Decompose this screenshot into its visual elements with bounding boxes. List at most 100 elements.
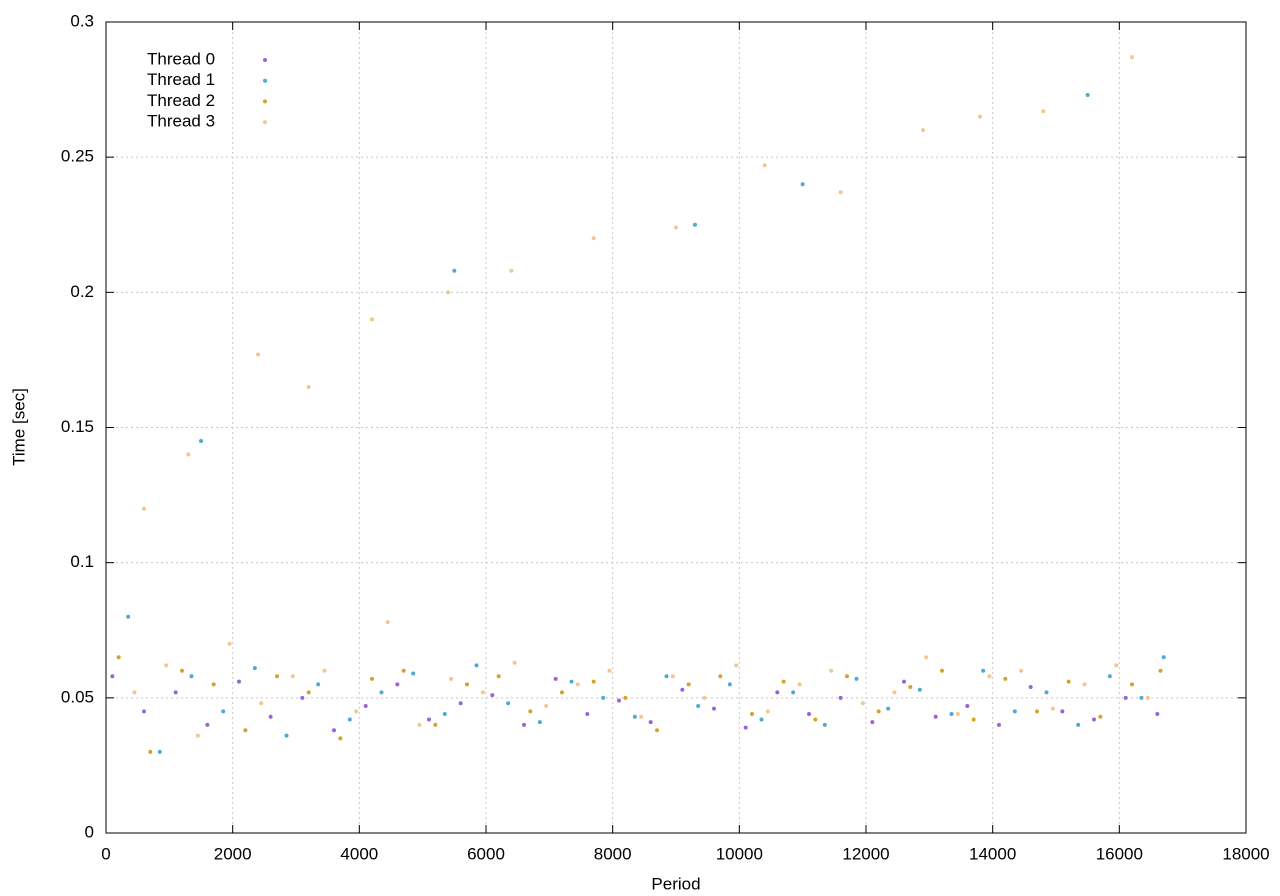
data-point <box>1161 655 1166 660</box>
data-point <box>1012 709 1017 714</box>
data-point <box>164 663 169 668</box>
data-point <box>702 695 707 700</box>
legend-marker <box>263 99 267 104</box>
data-point <box>845 674 849 679</box>
data-point <box>332 728 336 733</box>
data-point <box>126 614 131 619</box>
data-point <box>379 690 384 695</box>
data-point <box>256 352 260 357</box>
legend-label: Thread 0 <box>147 49 215 68</box>
data-point <box>813 717 818 722</box>
data-point <box>807 712 811 717</box>
data-point <box>940 668 944 673</box>
data-point <box>829 668 834 673</box>
data-point <box>363 703 368 708</box>
data-point <box>670 674 675 679</box>
data-point <box>734 663 739 668</box>
data-point <box>775 690 780 695</box>
data-point <box>401 668 406 673</box>
data-point <box>252 666 257 671</box>
data-point <box>759 717 764 722</box>
data-point <box>997 722 1001 727</box>
data-point <box>781 679 786 684</box>
data-point <box>284 733 289 738</box>
data-point <box>575 682 580 687</box>
x-tick-label: 10000 <box>716 844 763 863</box>
x-axis-label: Period <box>651 874 700 893</box>
x-tick-label: 2000 <box>214 844 252 863</box>
data-point <box>1130 682 1134 687</box>
data-point <box>199 439 203 444</box>
data-point <box>797 682 802 687</box>
data-point <box>876 709 881 714</box>
data-point <box>370 676 374 681</box>
data-point <box>680 687 685 692</box>
data-point <box>427 717 431 722</box>
legend-label: Thread 3 <box>147 112 215 131</box>
data-point <box>173 690 178 695</box>
y-tick-label: 0.05 <box>61 687 94 706</box>
x-tick-label: 12000 <box>842 844 889 863</box>
data-point <box>347 717 352 722</box>
data-point <box>370 317 374 322</box>
data-point <box>354 709 359 714</box>
data-point <box>300 695 305 700</box>
data-point <box>537 720 542 725</box>
data-point <box>1114 663 1119 668</box>
data-point <box>385 620 390 625</box>
data-point <box>607 668 612 673</box>
data-point <box>452 268 457 273</box>
data-point <box>316 682 321 687</box>
data-point <box>1028 685 1033 690</box>
x-tick-label: 8000 <box>594 844 632 863</box>
data-point <box>908 685 913 690</box>
data-point <box>987 674 992 679</box>
data-point <box>1158 668 1163 673</box>
data-point <box>306 690 311 695</box>
y-tick-label: 0.2 <box>70 282 94 301</box>
data-point <box>585 712 590 717</box>
data-point <box>822 722 827 727</box>
data-point <box>1145 695 1150 700</box>
data-point <box>623 695 628 700</box>
data-point <box>648 720 653 725</box>
data-point <box>674 225 678 230</box>
data-point <box>496 674 501 679</box>
data-point <box>664 674 669 679</box>
data-point <box>632 714 637 719</box>
data-point <box>189 674 194 679</box>
data-point <box>157 749 162 754</box>
data-point <box>838 695 843 700</box>
legend-marker <box>263 120 267 125</box>
data-point <box>411 671 416 676</box>
x-tick-label: 18000 <box>1222 844 1269 863</box>
x-tick-label: 16000 <box>1096 844 1143 863</box>
data-point <box>142 506 146 511</box>
data-point <box>490 693 495 698</box>
data-point <box>553 676 558 681</box>
x-tick-label: 0 <box>101 844 110 863</box>
data-point <box>1155 712 1160 717</box>
data-point <box>591 679 596 684</box>
data-point <box>978 114 982 119</box>
x-tick-label: 14000 <box>969 844 1016 863</box>
y-tick-label: 0.15 <box>61 417 94 436</box>
data-point <box>268 714 273 719</box>
data-point <box>1003 676 1008 681</box>
data-point <box>949 712 954 717</box>
data-point <box>1092 717 1096 722</box>
data-point <box>854 676 859 681</box>
data-point <box>1139 695 1144 700</box>
data-point <box>560 690 564 695</box>
legend-label: Thread 2 <box>147 91 215 110</box>
data-point <box>569 679 574 684</box>
data-point <box>1066 679 1071 684</box>
data-point <box>750 712 754 717</box>
x-tick-label: 6000 <box>467 844 505 863</box>
data-point <box>221 709 226 714</box>
legend-marker <box>263 78 267 83</box>
data-point <box>528 709 533 714</box>
data-point <box>1019 668 1024 673</box>
data-point <box>712 706 716 711</box>
